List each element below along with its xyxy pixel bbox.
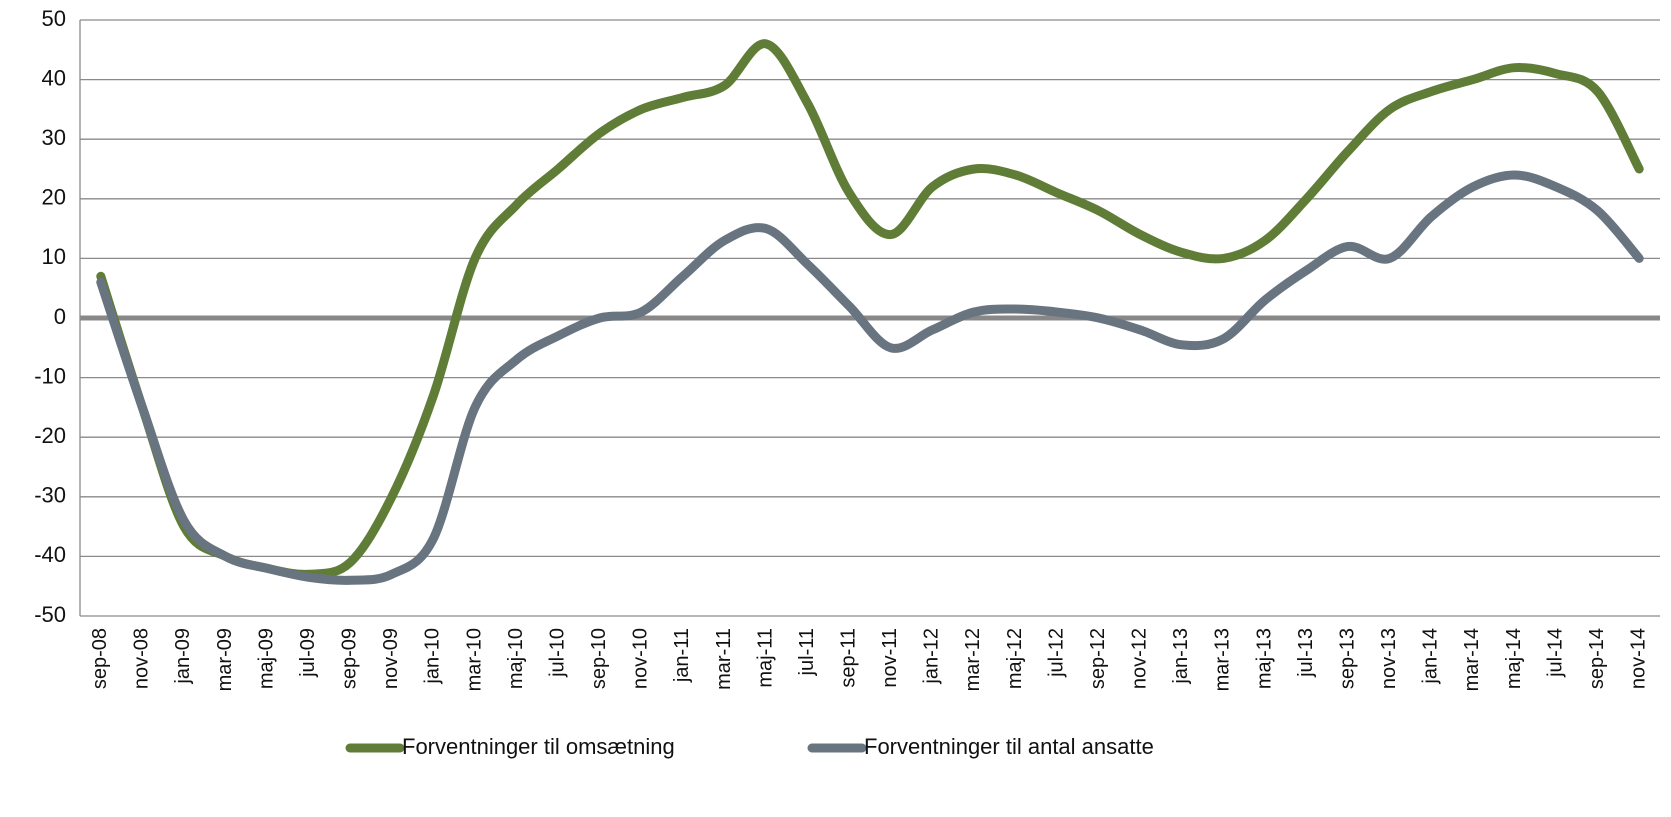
x-tick-label: mar-12 <box>962 628 984 691</box>
x-tick-label: sep-14 <box>1586 628 1608 689</box>
x-tick-label: jan-10 <box>422 628 444 685</box>
x-tick-label: maj-09 <box>255 628 277 689</box>
series-line <box>96 39 1644 579</box>
x-tick-label: nov-14 <box>1627 628 1649 689</box>
y-tick-label: 40 <box>42 65 66 90</box>
x-tick-label: sep-11 <box>837 628 859 688</box>
x-tick-label: mar-09 <box>214 628 236 691</box>
x-tick-label: jul-12 <box>1045 628 1067 678</box>
x-tick-label: jan-13 <box>1170 628 1192 685</box>
y-tick-label: -20 <box>34 423 66 448</box>
x-tick-label: maj-12 <box>1004 628 1026 689</box>
y-tick-label: 0 <box>54 304 66 329</box>
x-tick-label: sep-09 <box>339 628 361 689</box>
y-tick-label: 30 <box>42 125 66 150</box>
legend-label: Forventninger til antal ansatte <box>864 734 1154 759</box>
x-tick-label: mar-11 <box>713 628 735 690</box>
x-tick-label: jan-12 <box>921 628 943 685</box>
x-tick-label: jan-14 <box>1420 628 1442 685</box>
y-tick-label: 10 <box>42 244 66 269</box>
x-tick-label: jan-11 <box>671 628 693 683</box>
x-tick-label: jan-09 <box>172 628 194 685</box>
x-tick-label: sep-12 <box>1087 628 1109 689</box>
x-tick-label: mar-13 <box>1212 628 1234 691</box>
legend-label: Forventninger til omsætning <box>402 734 675 759</box>
x-tick-label: jul-11 <box>796 628 818 676</box>
x-tick-label: mar-10 <box>463 628 485 691</box>
x-tick-label: nov-12 <box>1129 628 1151 689</box>
y-tick-label: 20 <box>42 185 66 210</box>
x-tick-label: mar-14 <box>1461 628 1483 691</box>
x-tick-label: jul-09 <box>297 628 319 678</box>
x-tick-label: nov-11 <box>879 628 901 688</box>
y-tick-label: -50 <box>34 602 66 627</box>
series-line <box>96 170 1644 585</box>
x-tick-label: nov-09 <box>380 628 402 689</box>
x-tick-label: nov-13 <box>1378 628 1400 689</box>
x-tick-label: maj-11 <box>754 628 776 688</box>
x-tick-label: maj-13 <box>1253 628 1275 689</box>
x-tick-label: maj-14 <box>1503 628 1525 689</box>
x-tick-label: maj-10 <box>505 628 527 689</box>
x-tick-label: nov-10 <box>630 628 652 689</box>
x-tick-label: sep-10 <box>588 628 610 689</box>
x-tick-label: sep-13 <box>1336 628 1358 689</box>
y-tick-label: 50 <box>42 6 66 31</box>
x-tick-label: jul-14 <box>1544 628 1566 678</box>
y-tick-label: -40 <box>34 542 66 567</box>
x-tick-label: sep-08 <box>89 628 111 689</box>
x-tick-label: jul-10 <box>546 628 568 678</box>
y-tick-label: -10 <box>34 363 66 388</box>
x-tick-label: nov-08 <box>131 628 153 689</box>
x-tick-label: jul-13 <box>1295 628 1317 678</box>
y-tick-label: -30 <box>34 483 66 508</box>
